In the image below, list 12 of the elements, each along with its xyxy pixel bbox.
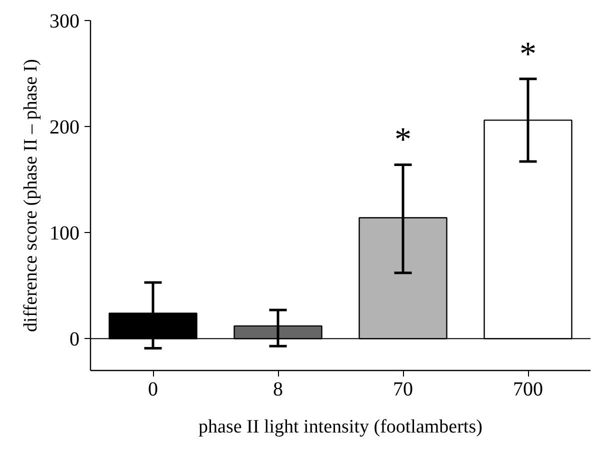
x-tick-label: 70	[393, 378, 413, 400]
y-tick-label: 200	[50, 116, 80, 139]
annotation: *	[394, 122, 412, 159]
annotation: *	[520, 36, 536, 73]
x-tick-label: 8	[273, 378, 283, 400]
y-tick-label: 300	[50, 10, 80, 32]
y-tick-label: 100	[50, 222, 80, 245]
y-tick-label: 0	[70, 328, 80, 351]
y-axis-title: difference score (phase II – phase I)	[20, 59, 42, 332]
x-axis-title: phase II light intensity (footlamberts)	[198, 416, 482, 438]
x-tick-label: 0	[148, 378, 158, 400]
x-tick-label: 700	[513, 378, 543, 400]
